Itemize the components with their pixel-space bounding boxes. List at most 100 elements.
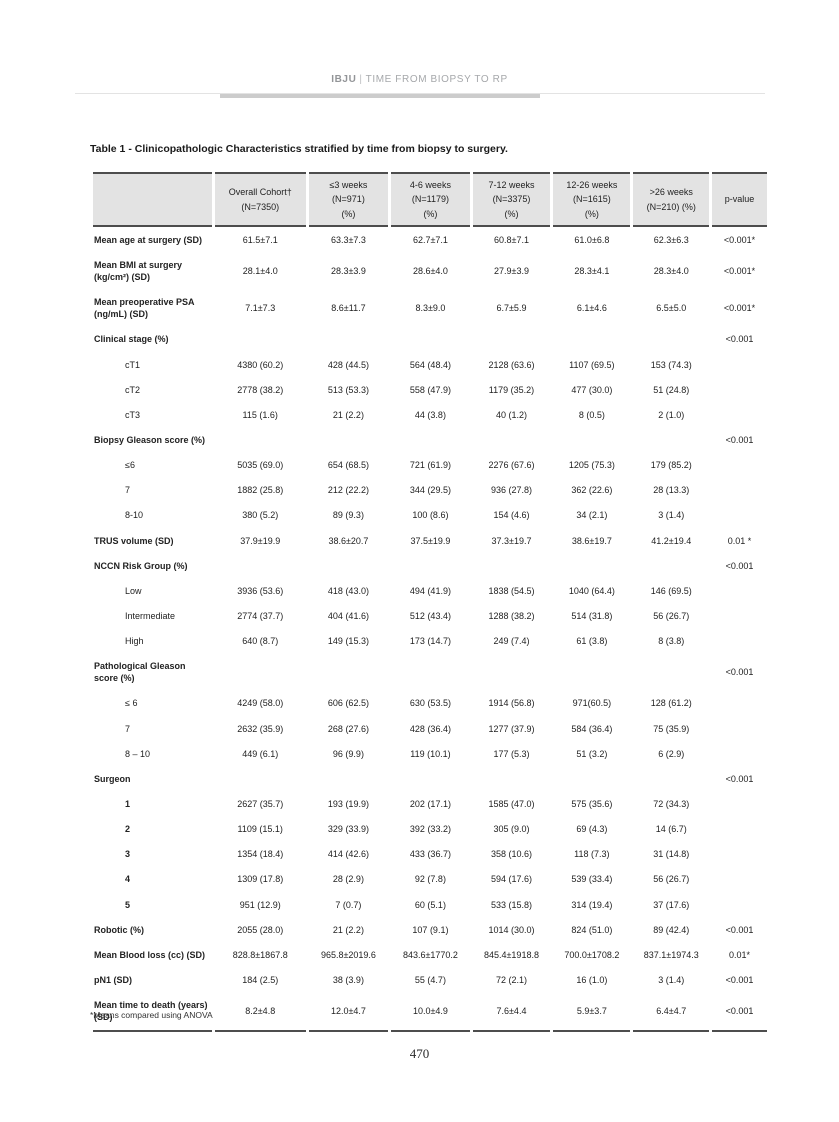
cell-value: 212 (22.2) <box>327 485 369 496</box>
cell-value: 184 (2.5) <box>242 975 279 986</box>
cell-pvalue <box>712 817 767 842</box>
cell-value: 21 (2.2) <box>332 409 364 420</box>
cell-value: 3936 (53.6) <box>237 585 284 596</box>
header-rule-thick-segment <box>220 94 540 98</box>
cell-value: 1277 (37.9) <box>488 723 535 734</box>
cell-value <box>391 427 469 452</box>
cell-value: 92 (7.8) <box>414 874 446 885</box>
cell-value: 62.3±6.3 <box>653 234 689 245</box>
table-row: Intermediate 2774 (37.7) 404 (41.6) 512 (43… <box>93 603 767 628</box>
cell-pvalue <box>712 352 767 377</box>
cell-value: 107 (9.1) <box>412 924 449 935</box>
page-number: 470 <box>409 1046 430 1061</box>
table-row: Mean time to death (years) (SD) 8.2±4.8 12… <box>93 993 767 1032</box>
cell-value: 449 (6.1) <box>242 748 279 759</box>
cell-value: 37 (17.6) <box>653 899 690 910</box>
row-label: cT1 <box>125 359 141 370</box>
table-row: ≤ 6 4249 (58.0) 606 (62.5) 630 (53.5) 1914 (… <box>93 691 767 716</box>
row-label: pN1 (SD) <box>94 975 132 986</box>
cell-value: 62.7±7.1 <box>412 234 448 245</box>
cell-value: 6.5±5.0 <box>656 303 687 314</box>
cell-value: 128 (61.2) <box>650 698 692 709</box>
cell-value <box>633 553 709 578</box>
cell-value: 119 (10.1) <box>410 748 451 759</box>
cell-value: 2774 (37.7) <box>237 610 284 621</box>
cell-value: 4249 (58.0) <box>237 698 284 709</box>
table-row: Biopsy Gleason score (%) <0.001 <box>93 427 767 452</box>
row-label: TRUS volume (SD) <box>94 535 174 546</box>
cell-pvalue <box>712 716 767 741</box>
cell-value: 14 (6.7) <box>655 824 687 835</box>
cell-value: 63.3±7.3 <box>330 234 366 245</box>
cell-value: 828.8±1867.8 <box>232 949 288 960</box>
cell-value: 27.9±3.9 <box>493 265 529 276</box>
cell-value: 1107 (69.5) <box>569 359 615 370</box>
cell-value: 843.6±1770.2 <box>402 949 458 960</box>
cell-value: 558 (47.9) <box>409 384 451 395</box>
cell-value: 8 (0.5) <box>578 409 605 420</box>
cell-value: 28.6±4.0 <box>412 265 448 276</box>
cell-value: 594 (17.6) <box>490 874 532 885</box>
cell-value <box>309 427 389 452</box>
table-row: 5 951 (12.9) 7 (0.7) 60 (5.1) 533 (15.8) 314 … <box>93 892 767 917</box>
table-row: 1 2627 (35.7) 193 (19.9) 202 (17.1) 1585 (47… <box>93 792 767 817</box>
cell-value: 115 (1.6) <box>242 409 278 420</box>
cell-pvalue: <0.001 <box>725 434 754 445</box>
row-label: 8 – 10 <box>125 748 151 759</box>
table-row: ≤6 5035 (69.0) 654 (68.5) 721 (61.9) 2276 (6… <box>93 453 767 478</box>
cell-value: 8 (3.8) <box>658 636 685 647</box>
cell-value: 55 (4.7) <box>414 975 446 986</box>
table-row: pN1 (SD) 184 (2.5) 38 (3.9) 55 (4.7) 72 (2.1… <box>93 968 767 993</box>
cell-value: 314 (19.4) <box>571 899 613 910</box>
cell-value: 1354 (18.4) <box>237 849 284 860</box>
cell-value: 404 (41.6) <box>327 610 369 621</box>
cell-pvalue <box>712 691 767 716</box>
cell-value: 936 (27.8) <box>490 485 532 496</box>
row-label: 8-10 <box>125 510 144 521</box>
cell-value: 2276 (67.6) <box>488 460 535 471</box>
cell-value <box>309 327 389 352</box>
row-label: High <box>125 636 144 647</box>
cell-value: 3 (1.4) <box>658 975 685 986</box>
cell-value: 96 (9.9) <box>332 748 364 759</box>
cell-value: 31 (14.8) <box>653 849 690 860</box>
cell-value: 2627 (35.7) <box>237 799 284 810</box>
table-row: 8 – 10 449 (6.1) 96 (9.9) 119 (10.1) 177 (5.… <box>93 741 767 766</box>
row-label: 3 <box>125 849 131 860</box>
cell-value: 37.5±19.9 <box>410 535 451 546</box>
cell-value: 75 (35.9) <box>653 723 690 734</box>
cell-value: 51 (3.2) <box>576 748 608 759</box>
cell-value: 41.2±19.4 <box>651 535 692 546</box>
cell-value: 268 (27.6) <box>327 723 369 734</box>
table-row: 7 1882 (25.8) 212 (22.2) 344 (29.5) 936 (27.… <box>93 478 767 503</box>
cell-value: 72 (34.3) <box>653 799 690 810</box>
column-header: ≤3 weeks (N=971) (%) <box>308 172 389 228</box>
table-row: 4 1309 (17.8) 28 (2.9) 92 (7.8) 594 (17.6) 53… <box>93 867 767 892</box>
cell-value: 56 (26.7) <box>653 874 690 885</box>
table-row: TRUS volume (SD) 37.9±19.9 38.6±20.7 37.5±1… <box>93 528 767 553</box>
table-row: 3 1354 (18.4) 414 (42.6) 433 (36.7) 358 (10.… <box>93 842 767 867</box>
cell-pvalue <box>712 453 767 478</box>
cell-pvalue <box>712 792 767 817</box>
cell-value <box>553 654 630 691</box>
cell-value <box>391 553 469 578</box>
cell-value: 12.0±4.7 <box>308 993 389 1032</box>
cell-value: 533 (15.8) <box>490 899 532 910</box>
cell-value: 154 (4.6) <box>493 510 530 521</box>
cell-value <box>215 553 306 578</box>
row-label: Mean time to death (years) (SD) <box>93 993 212 1032</box>
cell-value: 428 (36.4) <box>409 723 451 734</box>
cell-value <box>473 654 551 691</box>
cell-pvalue <box>712 892 767 917</box>
cell-value <box>553 327 630 352</box>
cell-value: 1040 (64.4) <box>568 585 615 596</box>
cell-pvalue: <0.001 <box>725 924 754 935</box>
cell-value: 414 (42.6) <box>327 849 369 860</box>
cell-value: 179 (85.2) <box>650 460 692 471</box>
row-label: Intermediate <box>125 610 176 621</box>
cell-value <box>215 654 306 691</box>
cell-value: 5035 (69.0) <box>237 460 284 471</box>
row-label: Mean Blood loss (cc) (SD) <box>94 949 206 960</box>
table-row: NCCN Risk Group (%) <0.001 <box>93 553 767 578</box>
cell-value <box>633 654 709 691</box>
